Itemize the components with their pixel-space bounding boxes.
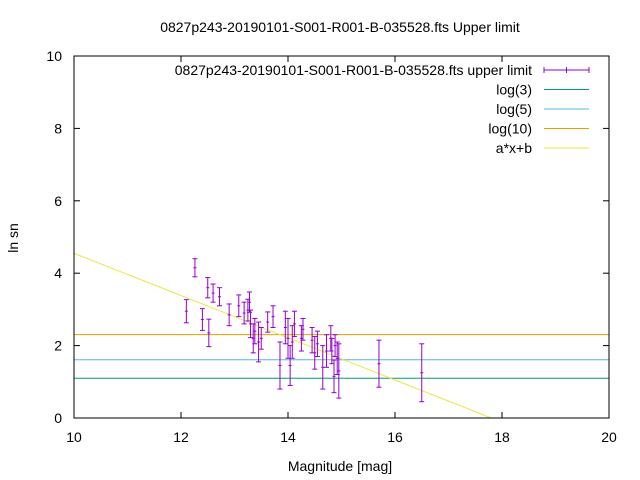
x-tick-label: 18 [494, 429, 510, 445]
legend-label: log(10) [488, 121, 532, 137]
y-tick-label: 0 [54, 410, 62, 426]
data-point [252, 317, 258, 345]
series-layer [74, 252, 609, 418]
data-point [226, 303, 232, 327]
data-point [199, 308, 205, 331]
data-point [183, 299, 189, 324]
x-tick-label: 12 [173, 429, 189, 445]
data-point [298, 325, 304, 352]
x-tick-label: 20 [601, 429, 617, 445]
data-point [192, 258, 198, 278]
data-point [289, 325, 295, 359]
data-point [314, 330, 320, 357]
legend-label: log(3) [496, 82, 532, 98]
data-point [270, 305, 276, 328]
x-axis-label: Magnitude [mag] [288, 458, 392, 474]
legend-label: a*x+b [496, 140, 532, 156]
data-point [248, 309, 254, 339]
x-tick-label: 16 [387, 429, 403, 445]
fit-line [74, 252, 492, 418]
data-point [291, 310, 297, 338]
data-point [236, 294, 242, 318]
data-point [309, 327, 315, 354]
data-point [419, 343, 425, 403]
data-point [217, 287, 223, 307]
x-tick-label: 10 [66, 429, 82, 445]
y-tick-label: 8 [54, 120, 62, 136]
data-point [324, 334, 330, 368]
data-point [300, 317, 306, 341]
data-point [277, 341, 283, 390]
data-point [376, 339, 382, 388]
data-point [336, 343, 342, 399]
data-point [241, 301, 247, 325]
y-axis-label: ln sn [5, 223, 21, 253]
y-tick-label: 10 [46, 48, 62, 64]
data-point [256, 321, 262, 363]
legend-label: 0827p243-20190101-S001-R001-B-035528.fts… [175, 62, 532, 78]
x-tick-label: 14 [280, 429, 296, 445]
y-tick-label: 6 [54, 193, 62, 209]
data-point [205, 277, 211, 299]
legend-label: log(5) [496, 101, 532, 117]
y-tick-label: 4 [54, 265, 62, 281]
data-point [210, 283, 216, 303]
data-point [206, 318, 212, 348]
data-point [265, 311, 271, 333]
data-point [282, 310, 288, 345]
data-point [331, 359, 337, 394]
plot-frame [73, 55, 610, 419]
chart-title: 0827p243-20190101-S001-R001-B-035528.fts… [160, 19, 520, 35]
data-point [258, 327, 264, 350]
data-point [320, 345, 326, 390]
plot-area: 10 12 14 16 18 20 0 2 4 6 8 10 0827p243-20190101-S00… [46, 48, 617, 445]
data-point [312, 336, 318, 370]
data-point [246, 291, 252, 313]
y-tick-label: 2 [54, 338, 62, 354]
